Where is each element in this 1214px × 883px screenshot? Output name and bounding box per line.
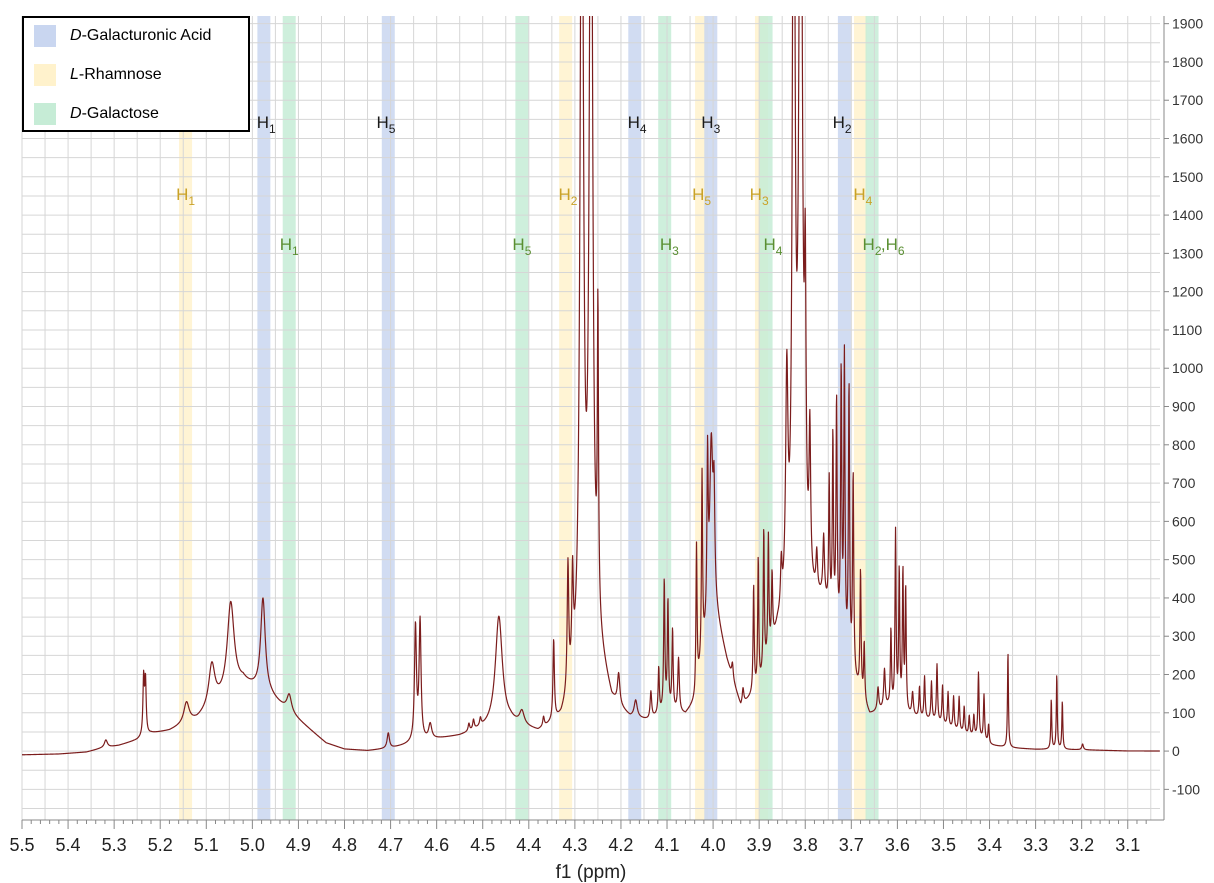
x-tick-label: 4.8 xyxy=(332,835,357,855)
legend-swatch xyxy=(34,25,56,47)
y-tick-label: 900 xyxy=(1172,399,1196,415)
legend-prefix: L xyxy=(70,66,79,83)
x-tick-label: 4.0 xyxy=(701,835,726,855)
x-tick-label: 5.0 xyxy=(240,835,265,855)
highlight-band-galactose xyxy=(865,16,879,820)
y-tick-label: 300 xyxy=(1172,628,1196,644)
y-tick-label: 600 xyxy=(1172,513,1196,529)
y-tick-label: 1000 xyxy=(1172,360,1203,376)
highlight-band-galactose xyxy=(759,16,773,820)
highlight-band-rhamnose xyxy=(179,16,193,820)
x-tick-label: 3.1 xyxy=(1115,835,1140,855)
x-tick-label: 3.8 xyxy=(793,835,818,855)
highlight-band-rhamnose xyxy=(559,16,573,820)
legend-item-galacturonic-acid: D -Galacturonic Acid xyxy=(34,25,211,47)
y-tick-label: 1100 xyxy=(1172,322,1202,338)
y-tick-label: -100 xyxy=(1172,781,1200,797)
y-tick-label: 1200 xyxy=(1172,284,1203,300)
x-tick-label: 3.6 xyxy=(885,835,910,855)
y-tick-label: 700 xyxy=(1172,475,1196,491)
y-tick-label: 500 xyxy=(1172,552,1196,568)
highlight-band-galacturonic xyxy=(381,16,395,820)
legend: D -Galacturonic Acid L -Rhamnose D -Galacto… xyxy=(22,16,250,132)
x-tick-label: 4.6 xyxy=(424,835,449,855)
x-tick-label: 3.4 xyxy=(977,835,1002,855)
y-tick-label: 1500 xyxy=(1172,169,1203,185)
highlight-band-galacturonic xyxy=(628,16,642,820)
y-tick-label: 1700 xyxy=(1172,92,1203,108)
highlight-band-rhamnose xyxy=(854,16,868,820)
y-tick-label: 0 xyxy=(1172,743,1180,759)
y-axis: -100 0 100 200 300 400 500 600 700 800 900 1000 1100… xyxy=(1163,16,1203,820)
legend-prefix: D xyxy=(70,105,82,122)
x-tick-label: 5.1 xyxy=(194,835,219,855)
x-axis: 5.5 5.4 5.3 5.2 5.1 5.0 4.9 4.8 4.7 4.6 4.5 4.4 4.3 4… xyxy=(9,819,1164,855)
peak-label-galactose: ,H6 xyxy=(881,235,905,258)
x-tick-label: 5.3 xyxy=(102,835,127,855)
legend-item-galactose: D -Galactose xyxy=(34,103,159,125)
y-tick-label: 400 xyxy=(1172,590,1196,606)
y-tick-label: 1300 xyxy=(1172,245,1203,261)
legend-swatch xyxy=(34,64,56,86)
y-tick-label: 200 xyxy=(1172,667,1196,683)
y-tick-label: 100 xyxy=(1172,705,1196,721)
highlight-band-galacturonic xyxy=(257,16,271,820)
x-tick-label: 5.2 xyxy=(148,835,173,855)
x-tick-label: 3.2 xyxy=(1069,835,1094,855)
x-tick-label: 5.4 xyxy=(56,835,81,855)
x-tick-label: 3.5 xyxy=(931,835,956,855)
highlight-band-galactose xyxy=(515,16,529,820)
x-tick-label: 4.5 xyxy=(470,835,495,855)
x-tick-label: 5.5 xyxy=(9,835,34,855)
legend-label: -Rhamnose xyxy=(78,66,162,83)
grid-lines xyxy=(21,16,1160,820)
legend-item-rhamnose: L -Rhamnose xyxy=(34,64,162,86)
y-tick-label: 1800 xyxy=(1172,54,1203,70)
legend-prefix: D xyxy=(70,27,82,44)
x-axis-label: f1 (ppm) xyxy=(556,862,627,883)
x-tick-label: 4.2 xyxy=(608,835,633,855)
highlight-band-galactose xyxy=(282,16,296,820)
x-tick-label: 3.3 xyxy=(1023,835,1048,855)
spectrum-trace xyxy=(22,16,1160,756)
highlight-bands xyxy=(179,16,879,820)
x-tick-label: 3.9 xyxy=(747,835,772,855)
y-tick-label: 800 xyxy=(1172,437,1196,453)
legend-label: -Galactose xyxy=(81,105,159,122)
legend-swatch xyxy=(34,103,56,125)
spectrum-line xyxy=(22,16,1160,756)
x-tick-label: 3.7 xyxy=(839,835,864,855)
legend-label: -Galacturonic Acid xyxy=(81,27,212,44)
x-tick-label: 4.9 xyxy=(286,835,311,855)
x-tick-label: 4.7 xyxy=(378,835,403,855)
y-tick-label: 1600 xyxy=(1172,131,1203,147)
y-tick-label: 1400 xyxy=(1172,207,1203,223)
y-tick-label: 1900 xyxy=(1172,16,1203,32)
x-tick-label: 4.4 xyxy=(516,835,541,855)
highlight-band-galacturonic xyxy=(704,16,718,820)
x-tick-label: 4.3 xyxy=(562,835,587,855)
x-tick-label: 4.1 xyxy=(655,835,680,855)
